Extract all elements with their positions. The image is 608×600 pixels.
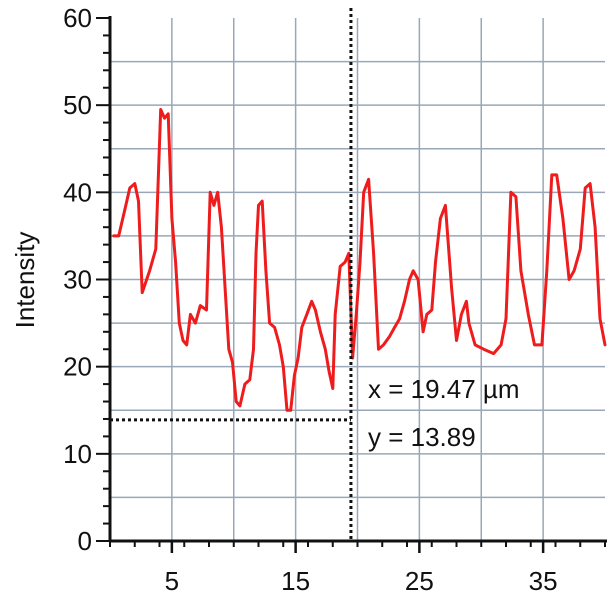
axes: [96, 16, 607, 553]
cursor-y-readout: y = 13.89: [368, 422, 476, 452]
x-tick-label: 15: [281, 566, 310, 596]
y-axis-label: Intensity: [10, 232, 40, 329]
y-tick-label: 30: [63, 265, 92, 295]
y-tick-label: 0: [78, 526, 92, 556]
x-tick-label: 5: [165, 566, 179, 596]
y-tick-label: 60: [63, 3, 92, 33]
x-tick-label: 25: [405, 566, 434, 596]
y-tick-label: 50: [63, 90, 92, 120]
y-tick-label: 10: [63, 439, 92, 469]
cursor-x-readout: x = 19.47 µm: [368, 374, 520, 404]
y-tick-label: 40: [63, 177, 92, 207]
x-tick-label: 35: [529, 566, 558, 596]
y-tick-label: 20: [63, 352, 92, 382]
tick-labels: 0 10 20 30 40 50 60 5 15 25 35: [63, 3, 558, 596]
intensity-series-line: [112, 108, 607, 412]
